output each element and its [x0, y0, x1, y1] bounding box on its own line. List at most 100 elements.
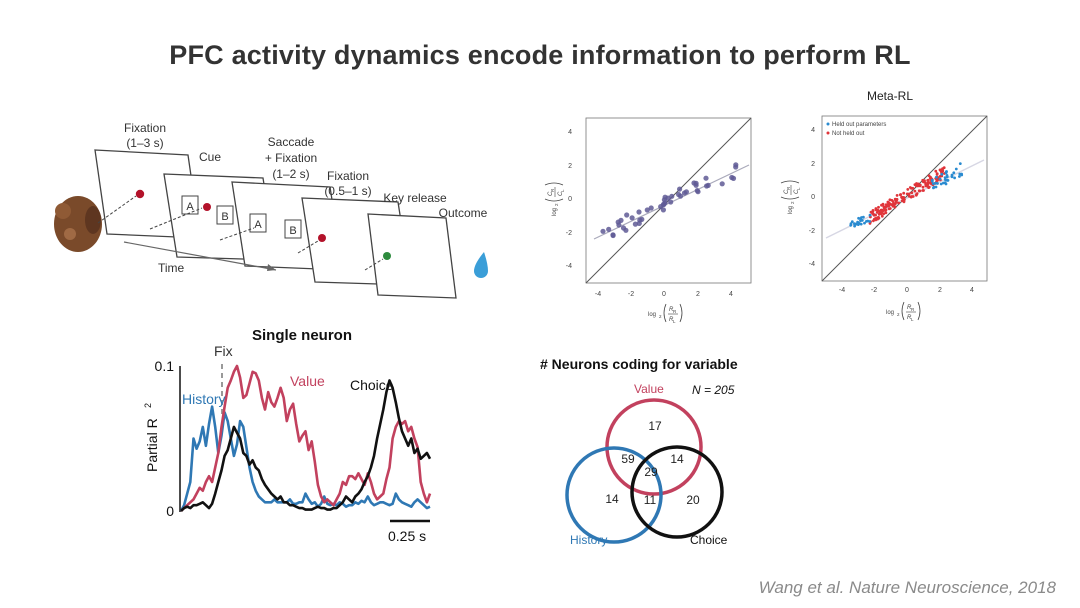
scatter-point [945, 178, 949, 182]
ylabel-log: log [788, 206, 794, 214]
target-a-label: A [186, 201, 194, 213]
history-series-label: History [182, 391, 226, 407]
scatter-point [924, 184, 928, 187]
scatter-point [884, 203, 888, 206]
scatter-point [958, 162, 962, 165]
scatter-point [610, 232, 616, 239]
scatter-point [906, 188, 910, 191]
scatter-point [693, 182, 699, 188]
monkey-head-icon [54, 196, 102, 252]
cue-label: Cue [199, 150, 221, 164]
scatter-point [939, 182, 943, 186]
scatter-point [662, 200, 668, 206]
scatter-point [909, 186, 913, 190]
xlabel-log-sub: 2 [659, 314, 662, 319]
scatter-right-title: Meta-RL [867, 89, 913, 103]
scatter-point [893, 202, 897, 206]
ylabel-den-sub: L [560, 189, 565, 192]
scatter-point [606, 226, 612, 232]
y-axis: 0.1 0 Partial R 2 [143, 358, 181, 519]
scatter-point [910, 191, 914, 195]
scatter-point [683, 189, 689, 195]
scatter-point [934, 169, 938, 173]
ytick-bottom: 0 [166, 503, 174, 519]
series-line-value [180, 364, 432, 512]
venn-title: # Neurons coding for variable [540, 356, 738, 372]
fixation2-label-line1: Fixation [327, 169, 369, 183]
scatter-point [881, 202, 885, 206]
scatter-point [865, 220, 868, 223]
scatter-point [859, 222, 863, 226]
scatter-point [927, 186, 931, 189]
scatter-right-xlabel: log 2 R R R L [886, 301, 921, 322]
scatter-point [669, 193, 675, 199]
scatter-point [853, 224, 856, 228]
scatter-right-yticks: 4 2 0 -2 -4 [809, 127, 815, 268]
time-arrow: Time [123, 241, 277, 275]
ylabel-den-sub: L [796, 187, 801, 190]
scatter-point [905, 192, 909, 196]
single-neuron-lines [179, 364, 432, 512]
scatter-point [875, 211, 879, 214]
scatter-point [857, 216, 860, 220]
scatter-point [853, 222, 856, 226]
target-a-box [181, 195, 199, 215]
scatter-point [629, 215, 635, 221]
scatter-point [897, 201, 901, 205]
count-choice-only: 20 [686, 493, 700, 507]
venn-n-label: N = 205 [692, 383, 735, 397]
count-history-choice: 11 [644, 493, 657, 507]
legend-held-out: Held out parameters [832, 122, 886, 128]
citation: Wang et al. Nature Neuroscience, 2018 [758, 578, 1056, 597]
ylabel-log-sub: 2 [790, 201, 795, 204]
fixation2-label-line2: (0.5–1 s) [324, 184, 371, 198]
scatter-point [960, 173, 964, 177]
scatter-point [950, 173, 954, 177]
slide-title: PFC activity dynamics encode information… [169, 40, 911, 70]
scatter-point [880, 214, 884, 218]
ylabel-num: C [784, 189, 790, 194]
scatter-point [600, 228, 606, 234]
scatter-point [874, 208, 878, 212]
scatter-point [872, 219, 875, 223]
scatter-point [900, 195, 903, 199]
series-line-choice [180, 379, 432, 512]
scatter-point [936, 182, 939, 185]
scatter-point [877, 205, 880, 209]
scatter-point [703, 175, 709, 181]
scatter-point [944, 182, 948, 186]
scatter-point [935, 175, 938, 179]
scatter-point [880, 211, 884, 214]
xtick: -2 [871, 287, 877, 294]
scatter-point [953, 176, 956, 180]
scatter-left-ylabel: log 2 C R C L [544, 182, 565, 216]
venn-choice-label: Choice [690, 533, 728, 547]
ytick: 2 [811, 161, 815, 168]
saccade-label-line2: + Fixation [265, 151, 317, 165]
choice-series-label: Choice [350, 377, 394, 393]
scatter-point [916, 184, 920, 188]
scatter-point [914, 193, 918, 197]
xlabel-log: log [648, 312, 656, 318]
scatter-point [893, 205, 897, 209]
scatter-left-xticks: -4 -2 0 2 4 [595, 291, 733, 298]
target-b-label: B [221, 211, 228, 223]
scatter-point [863, 221, 866, 225]
ylabel-den: C [794, 189, 800, 194]
scatter-point [907, 194, 911, 198]
single-neuron-chart: Single neuron 0.1 0 Partial R 2 Fix Hist… [143, 327, 432, 544]
target-a-box-2 [249, 213, 267, 233]
scatter-point [729, 174, 735, 181]
count-value-only: 17 [648, 419, 662, 433]
scatter-point [935, 172, 939, 175]
scatter-point [931, 182, 935, 185]
venn-history-label: History [570, 533, 607, 547]
xtick: 2 [696, 291, 700, 298]
scatter-point [677, 186, 683, 192]
scatter-point [929, 176, 932, 180]
xlabel-num: R [907, 305, 912, 311]
key-release-label: Key release [383, 191, 447, 205]
xtick: 4 [970, 287, 974, 294]
fixation1-label-line2: (1–3 s) [126, 136, 163, 150]
ylabel-log-sub: 2 [554, 203, 559, 206]
